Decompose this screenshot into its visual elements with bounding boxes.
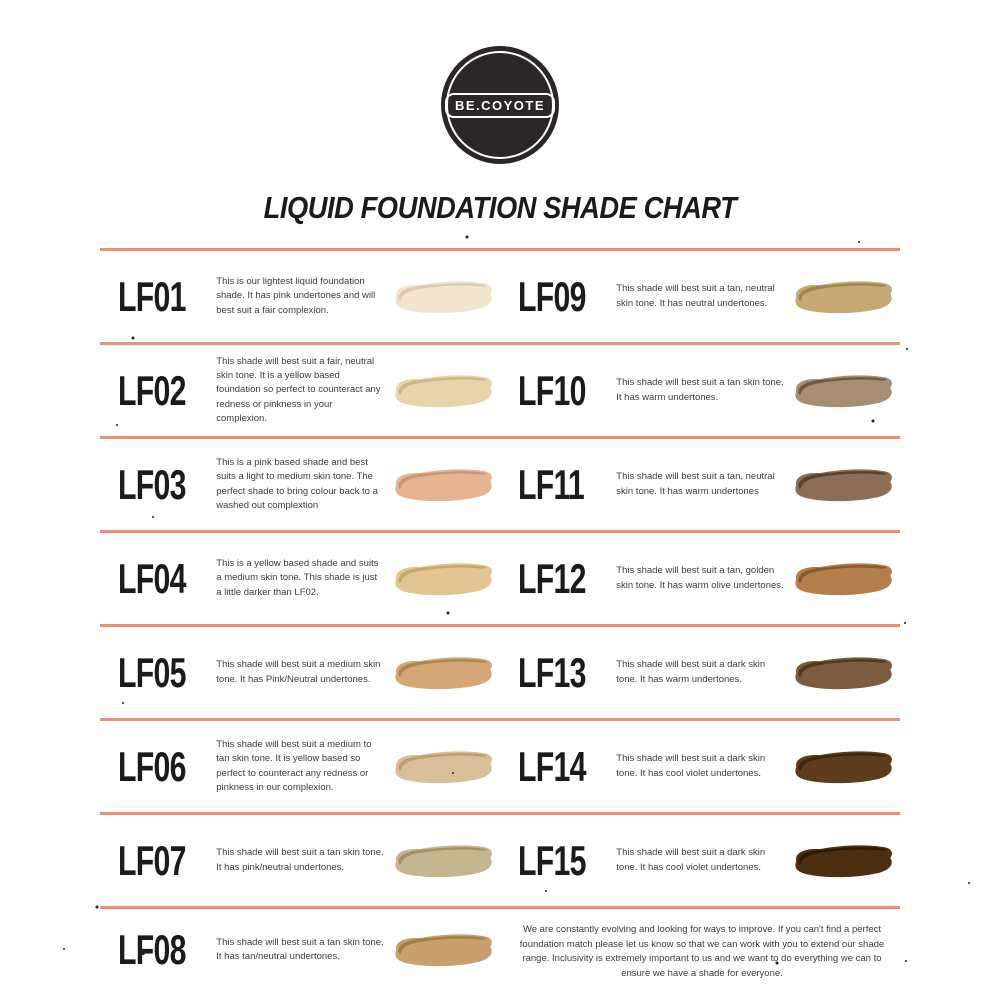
shade-swatch-lf07 — [390, 834, 496, 888]
shade-description: This shade will best suit a tan, neutral… — [616, 471, 775, 497]
shade-code: LF08 — [118, 926, 186, 973]
shade-cell-lf06: LF06 This shade will best suit a medium … — [100, 721, 500, 812]
shade-code: LF10 — [518, 366, 586, 414]
shade-cell-lf04: LF04 This is a yellow based shade and su… — [100, 533, 500, 624]
shade-cell-lf03: LF03 This is a pink based shade and best… — [100, 439, 500, 530]
table-row-7: LF07 This shade will best suit a tan ski… — [100, 812, 900, 906]
shade-description: This shade will best suit a fair, neutra… — [216, 355, 381, 424]
shade-code: LF01 — [118, 272, 186, 320]
brand-logo-text: BE.COYOTE — [444, 92, 556, 118]
shade-description: This shade will best suit a dark skin to… — [616, 753, 766, 779]
shade-description: This is a yellow based shade and suits a… — [216, 558, 379, 598]
shade-cell-lf05: LF05 This shade will best suit a medium … — [100, 627, 500, 718]
shade-description: This is our lightest liquid foundation s… — [216, 276, 376, 316]
shade-code: LF02 — [118, 366, 186, 414]
logo-container: BE.COYOTE — [0, 0, 1000, 164]
shade-cell-lf02: LF02 This shade will best suit a fair, n… — [100, 345, 500, 436]
shade-swatch-lf09 — [790, 270, 896, 324]
shade-cell-lf12: LF12 This shade will best suit a tan, go… — [500, 533, 900, 624]
shade-code: LF11 — [518, 460, 585, 508]
shade-description: This shade will best suit a tan skin ton… — [216, 936, 384, 962]
shade-code: LF15 — [518, 836, 586, 884]
shade-swatch-lf10 — [790, 364, 896, 418]
inclusivity-note: We are constantly evolving and looking f… — [519, 924, 885, 980]
shade-cell-lf07: LF07 This shade will best suit a tan ski… — [100, 815, 500, 906]
table-row-1: LF01 This is our lightest liquid foundat… — [100, 248, 900, 342]
shade-swatch-lf08 — [390, 923, 496, 977]
shade-description: This shade will best suit a tan, neutral… — [616, 283, 775, 309]
shade-swatch-lf11 — [790, 458, 896, 512]
shade-swatch-lf14 — [790, 740, 896, 794]
page: BE.COYOTE LIQUID FOUNDATION SHADE CHART … — [0, 0, 1000, 979]
shade-swatch-lf15 — [790, 834, 896, 888]
shade-description: This shade will best suit a medium skin … — [216, 659, 381, 685]
table-row-2: LF02 This shade will best suit a fair, n… — [100, 342, 900, 436]
shade-code: LF13 — [518, 648, 586, 696]
shade-code: LF05 — [118, 648, 186, 696]
shade-code: LF03 — [118, 460, 186, 508]
shade-cell-lf11: LF11 This shade will best suit a tan, ne… — [500, 439, 900, 530]
shade-code: LF06 — [118, 742, 186, 790]
table-row-6: LF06 This shade will best suit a medium … — [100, 718, 900, 812]
brand-logo: BE.COYOTE — [441, 46, 559, 164]
shade-code: LF07 — [118, 836, 186, 884]
shade-code: LF04 — [118, 554, 186, 602]
shade-cell-lf10: LF10 This shade will best suit a tan ski… — [500, 345, 900, 436]
shade-cell-lf01: LF01 This is our lightest liquid foundat… — [100, 251, 500, 342]
shade-swatch-lf04 — [390, 552, 496, 606]
shade-description: This shade will best suit a tan skin ton… — [216, 847, 384, 873]
shade-chart-table: LF01 This is our lightest liquid foundat… — [100, 248, 900, 1000]
shade-description: This shade will best suit a tan, golden … — [616, 565, 784, 591]
shade-cell-lf14: LF14 This shade will best suit a dark sk… — [500, 721, 900, 812]
shade-cell-lf08: LF08 This shade will best suit a tan ski… — [100, 909, 500, 983]
shade-swatch-lf02 — [390, 364, 496, 418]
shade-description: This shade will best suit a dark skin to… — [616, 659, 766, 685]
shade-swatch-lf05 — [390, 646, 496, 700]
shade-swatch-lf13 — [790, 646, 896, 700]
table-row-4: LF04 This is a yellow based shade and su… — [100, 530, 900, 624]
shade-description: This shade will best suit a medium to ta… — [216, 739, 372, 793]
table-row-8: LF08 This shade will best suit a tan ski… — [100, 906, 900, 1000]
shade-swatch-lf06 — [390, 740, 496, 794]
shade-code: LF09 — [518, 272, 586, 320]
shade-cell-lf09: LF09 This shade will best suit a tan, ne… — [500, 251, 900, 342]
shade-code: LF14 — [518, 742, 586, 790]
table-row-3: LF03 This is a pink based shade and best… — [100, 436, 900, 530]
shade-description: This is a pink based shade and best suit… — [216, 457, 378, 511]
shade-code: LF12 — [518, 554, 586, 602]
shade-swatch-lf01 — [390, 270, 496, 324]
shade-cell-lf15: LF15 This shade will best suit a dark sk… — [500, 815, 900, 906]
shade-swatch-lf12 — [790, 552, 896, 606]
shade-cell-lf13: LF13 This shade will best suit a dark sk… — [500, 627, 900, 718]
shade-swatch-lf03 — [390, 458, 496, 512]
shade-description: This shade will best suit a tan skin ton… — [616, 377, 784, 403]
table-row-5: LF05 This shade will best suit a medium … — [100, 624, 900, 718]
shade-description: This shade will best suit a dark skin to… — [616, 847, 766, 873]
page-title: LIQUID FOUNDATION SHADE CHART — [263, 190, 737, 225]
